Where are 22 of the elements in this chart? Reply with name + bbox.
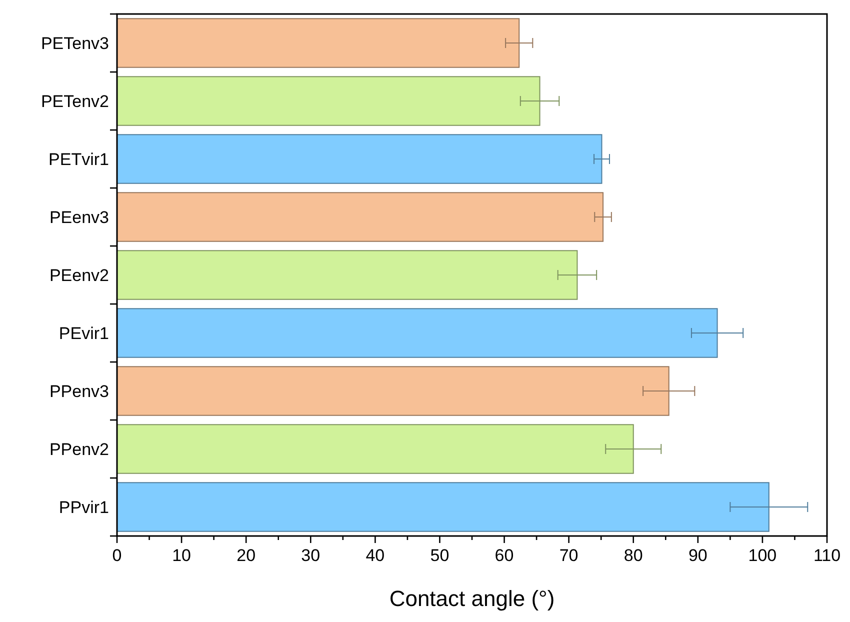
x-tick-label: 100 xyxy=(748,546,777,565)
x-tick-label: 50 xyxy=(430,546,450,565)
x-tick-label: 10 xyxy=(172,546,192,565)
y-tick-label: PPvir1 xyxy=(58,498,109,517)
x-tick-label: 60 xyxy=(494,546,514,565)
y-tick-label: PEenv3 xyxy=(49,208,109,227)
x-tick-label: 30 xyxy=(301,546,320,565)
x-tick-label: 20 xyxy=(236,546,256,565)
y-tick-label: PEvir1 xyxy=(58,324,109,343)
x-tick-label: 110 xyxy=(813,546,841,565)
x-tick-label: 70 xyxy=(559,546,578,565)
y-tick-label: PPenv2 xyxy=(49,440,109,459)
x-tick-label: 40 xyxy=(366,546,385,565)
x-axis-title: Contact angle (°) xyxy=(389,586,555,611)
y-tick-label: PPenv3 xyxy=(49,382,109,401)
y-tick-label: PETvir1 xyxy=(48,150,109,169)
x-tick-label: 90 xyxy=(688,546,708,565)
x-tick-label: 0 xyxy=(112,546,122,565)
x-tick-label: 80 xyxy=(624,546,643,565)
y-tick-label: PEenv2 xyxy=(49,266,109,285)
y-tick-label: PETenv3 xyxy=(40,34,109,53)
y-tick-label: PETenv2 xyxy=(40,92,109,111)
